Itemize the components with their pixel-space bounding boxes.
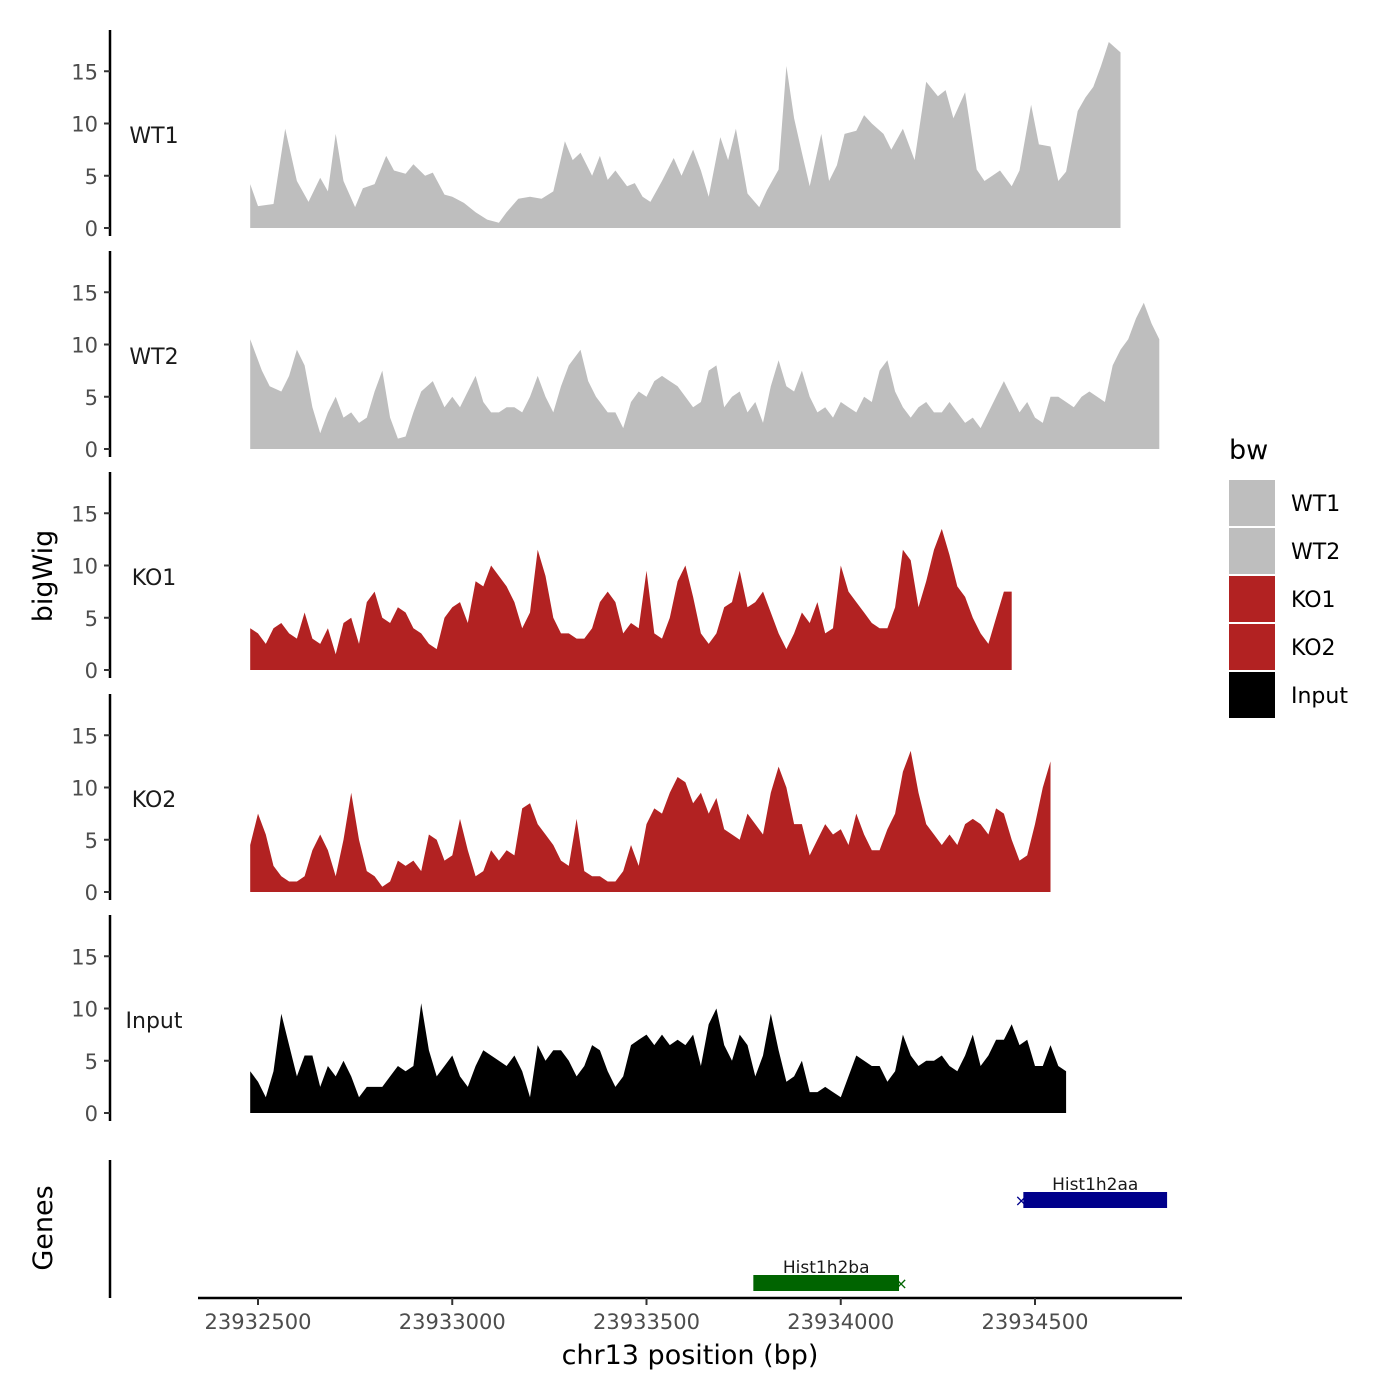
x-tick-label: 23933000 xyxy=(399,1310,506,1334)
gene-body xyxy=(753,1275,900,1291)
y-tick-label: 5 xyxy=(85,386,98,410)
y-tick-label: 0 xyxy=(85,217,98,241)
signal-tracks: 0 5 10 15 WT1 0 5 10 15 WT2 0 5 10 15 KO1 0 5 10 15 KO2 0 5 10… xyxy=(71,30,1160,1126)
track-input: 0 5 10 15 Input xyxy=(71,915,1067,1126)
legend-swatch-ko1 xyxy=(1229,576,1275,622)
gene-body xyxy=(1023,1192,1168,1208)
track-label: WT2 xyxy=(129,345,178,370)
gene-track: × Hist1h2aa × Hist1h2ba xyxy=(108,1160,1168,1298)
track-wt1: 0 5 10 15 WT1 xyxy=(71,30,1121,241)
gene-label: Hist1h2aa xyxy=(1052,1175,1138,1195)
legend-title: bw xyxy=(1229,435,1268,466)
legend-swatch-ko2 xyxy=(1229,624,1275,670)
signal-area-wt2 xyxy=(250,302,1160,449)
y-tick-label: 15 xyxy=(71,724,98,748)
track-label: KO1 xyxy=(132,566,177,591)
y-tick-label: 5 xyxy=(85,165,98,189)
x-axis-title: chr13 position (bp) xyxy=(562,1340,819,1371)
legend-label: WT2 xyxy=(1291,540,1340,565)
y-tick-label: 0 xyxy=(85,659,98,683)
y-axis-title: bigWig xyxy=(28,530,59,623)
track-wt2: 0 5 10 15 WT2 xyxy=(71,251,1160,462)
signal-area-wt1 xyxy=(250,42,1121,228)
track-label: WT1 xyxy=(129,124,178,149)
y-tick-label: 10 xyxy=(71,334,98,358)
track-label: KO2 xyxy=(132,788,177,813)
y-tick-label: 10 xyxy=(71,777,98,801)
x-tick-label: 23933500 xyxy=(593,1310,700,1334)
x-tick-label: 23934500 xyxy=(982,1310,1089,1334)
legend: bw WT1 WT2 KO1 KO2 Input xyxy=(1229,435,1348,718)
y-tick-label: 15 xyxy=(71,945,98,969)
gene-label: Hist1h2ba xyxy=(783,1258,870,1278)
gene-strand-marker: × xyxy=(1015,1191,1028,1210)
gene-hist1h2aa: × Hist1h2aa xyxy=(1015,1175,1168,1210)
track-label: Input xyxy=(126,1009,183,1034)
x-tick-label: 23932500 xyxy=(205,1310,312,1334)
gene-strand-marker: × xyxy=(894,1274,907,1293)
y-tick-label: 0 xyxy=(85,881,98,905)
y-tick-label: 5 xyxy=(85,1050,98,1074)
y-tick-label: 10 xyxy=(71,113,98,137)
signal-area-ko1 xyxy=(250,528,1012,670)
legend-swatch-input xyxy=(1229,672,1275,718)
y-tick-label: 15 xyxy=(71,281,98,305)
y-tick-label: 10 xyxy=(71,998,98,1022)
x-axis: 23932500 23933000 23933500 23934000 23934500 xyxy=(198,1296,1182,1334)
y-tick-label: 10 xyxy=(71,555,98,579)
legend-swatch-wt2 xyxy=(1229,528,1275,574)
y-tick-label: 5 xyxy=(85,607,98,631)
legend-label: KO1 xyxy=(1291,588,1336,613)
y-tick-label: 0 xyxy=(85,438,98,462)
signal-area-input xyxy=(250,1003,1067,1113)
legend-label: Input xyxy=(1291,684,1348,709)
genes-axis-title: Genes xyxy=(28,1185,59,1270)
track-ko1: 0 5 10 15 KO1 xyxy=(71,472,1012,683)
signal-area-ko2 xyxy=(250,750,1051,892)
legend-label: WT1 xyxy=(1291,492,1340,517)
y-tick-label: 0 xyxy=(85,1102,98,1126)
y-tick-label: 15 xyxy=(71,60,98,84)
legend-swatch-wt1 xyxy=(1229,480,1275,526)
x-tick-label: 23934000 xyxy=(787,1310,894,1334)
y-tick-label: 15 xyxy=(71,502,98,526)
track-ko2: 0 5 10 15 KO2 xyxy=(71,694,1051,905)
gene-hist1h2ba: × Hist1h2ba xyxy=(753,1258,908,1293)
y-tick-label: 5 xyxy=(85,829,98,853)
legend-label: KO2 xyxy=(1291,636,1336,661)
